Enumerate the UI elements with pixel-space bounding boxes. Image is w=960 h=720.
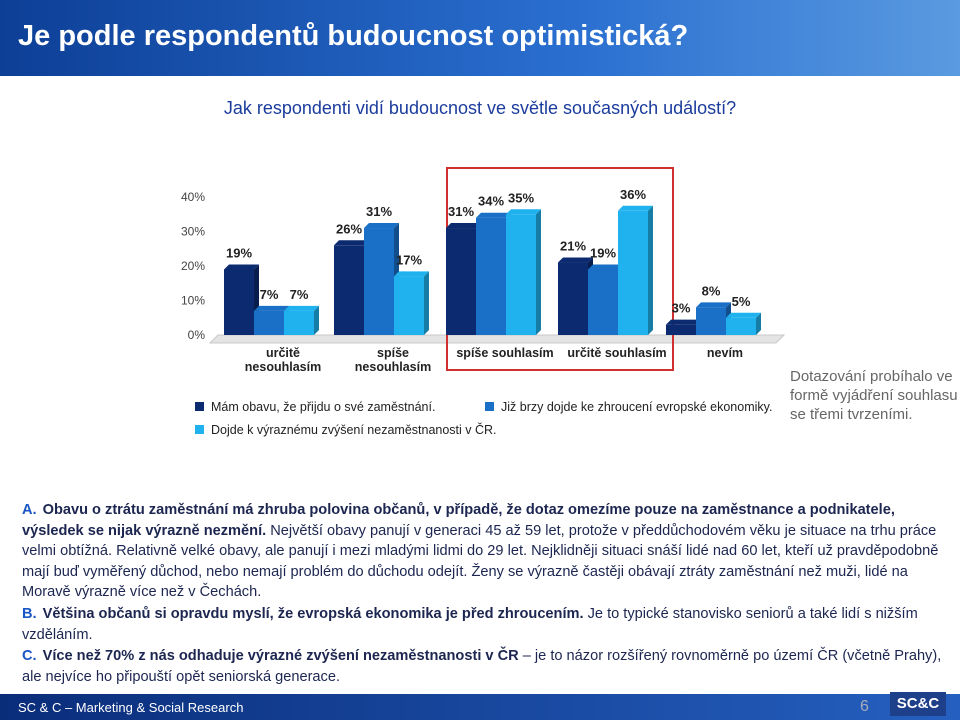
value-label: 19% [590,245,616,260]
value-label: 35% [508,190,534,205]
bar-top [364,223,399,229]
value-label: 34% [478,194,504,209]
note-paragraph: C. Více než 70% z nás odhaduje výrazné zv… [22,646,942,687]
note-text: Největší obavy panují v generaci 45 až 5… [22,522,939,601]
note-text: Většina občanů si opravdu myslí, že evro… [42,605,584,622]
bar-top [284,305,319,311]
note-paragraph: B. Většina občanů si opravdu myslí, že ev… [22,604,942,645]
footer: SC & C – Marketing & Social Research [18,700,244,715]
bar-top [726,312,761,318]
legend-swatch [195,402,204,411]
bar [476,217,506,335]
slide-title: Je podle respondentů budoucnost optimist… [18,20,689,52]
note-marker: A. [22,502,37,518]
header-bar [0,0,960,76]
y-tick-label: 30% [181,225,205,239]
legend-swatch [195,425,204,434]
bar-top [558,257,593,263]
footer-bar [0,694,960,720]
y-tick-label: 40% [181,190,205,204]
bar-top [588,264,623,270]
x-tick-label: určitě souhlasím [567,346,667,360]
subtitle: Jak respondenti vidí budoucnost ve světl… [223,98,737,118]
legend-item: Již brzy dojde ke zhroucení evropské eko… [485,400,772,414]
bar-top [666,319,701,325]
value-label: 19% [226,245,252,260]
bar-side [648,205,653,335]
x-tick-label: určitě nesouhlasím [244,346,322,374]
bar [558,262,588,335]
bar-top [224,264,259,270]
bar [364,228,394,335]
bar-side [424,271,429,335]
value-label: 8% [702,283,721,298]
y-tick-label: 20% [181,259,205,273]
note-text: Je to typické stanovisko seniorů a také … [22,605,918,643]
bar [696,307,726,335]
chart: 0% 10% 20% 30% 40% 19% 7% 7% 26% 31% 17% 31% 34% 35% 2… [181,167,786,371]
bar-top [506,209,541,215]
value-label: 26% [336,221,362,236]
value-label: 21% [560,239,586,254]
bar-top [254,305,289,311]
legend-item: Mám obavu, že přijdu o své zaměstnání. [195,400,435,414]
notes: A. Obavu o ztrátu zaměstnání má zhruba po… [22,500,942,688]
bar [588,269,618,335]
bar [254,310,284,335]
y-tick-label: 10% [181,294,205,308]
value-label: 31% [366,204,392,219]
logo: SC&C [890,692,946,716]
legend-item: Dojde k výraznému zvýšení nezaměstnanost… [195,423,497,437]
bar [394,276,424,335]
legend-label: Dojde k výraznému zvýšení nezaměstnanost… [211,423,497,437]
bar [446,228,476,335]
note-text: Obavu o ztrátu zaměstnání má zhruba polo… [22,502,895,539]
bar [334,245,364,335]
bar-top [618,205,653,211]
x-tick-label: spíše souhlasím [456,346,554,360]
value-label: 7% [290,287,309,302]
note-paragraph: A. Obavu o ztrátu zaměstnání má zhruba po… [22,500,942,603]
legend-label: Již brzy dojde ke zhroucení evropské eko… [501,400,773,414]
bar-top [446,223,481,229]
value-label: 17% [396,252,422,267]
x-tick-label: nevím [706,346,744,360]
bar [726,317,756,335]
page-number: 6 [860,698,869,715]
note-text: Více než 70% z nás odhaduje výrazné zvýš… [42,648,519,665]
legend-label: Mám obavu, že přijdu o své zaměstnání. [211,400,436,414]
bar [506,214,536,335]
bar [284,310,314,335]
floor [208,334,786,344]
note-text: – je to názor rozšířený rovnoměrně po úz… [22,648,942,685]
bar-top [334,240,369,246]
y-tick-label: 0% [188,328,206,342]
bar-top [394,271,429,277]
x-tick-label: spíše nesouhlasím [354,346,432,374]
value-label: 31% [448,204,474,219]
value-label: 3% [672,301,691,316]
bar-side [536,209,541,335]
bar-top [476,212,511,218]
bar [666,324,696,335]
bar-top [696,302,731,308]
value-label: 36% [620,187,646,202]
side-note: Dotazování probíhalo ve formě vyjádření … [790,368,958,423]
bar [618,210,648,335]
value-label: 7% [260,287,279,302]
bar [224,269,254,335]
bar-side [314,305,319,335]
legend-swatch [485,402,494,411]
note-marker: C. [22,648,37,665]
value-label: 5% [732,294,751,309]
note-marker: B. [22,605,37,622]
bar-side [756,312,761,335]
